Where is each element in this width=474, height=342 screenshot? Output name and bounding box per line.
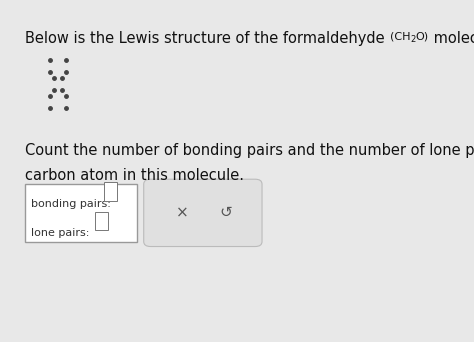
FancyBboxPatch shape	[104, 183, 118, 200]
Text: O): O)	[415, 31, 428, 41]
Text: ×: ×	[175, 205, 188, 220]
Text: 2: 2	[410, 36, 415, 44]
Text: Count the number of bonding pairs and the number of lone pairs around: Count the number of bonding pairs and th…	[26, 143, 474, 158]
Text: lone pairs:: lone pairs:	[31, 228, 93, 238]
Text: (CH: (CH	[390, 31, 410, 41]
Text: carbon atom in this molecule.: carbon atom in this molecule.	[26, 168, 245, 183]
Text: molecule.: molecule.	[428, 31, 474, 47]
Text: Below is the Lewis structure of the formaldehyde: Below is the Lewis structure of the form…	[26, 31, 390, 47]
FancyBboxPatch shape	[144, 179, 262, 247]
FancyBboxPatch shape	[95, 212, 108, 230]
FancyBboxPatch shape	[26, 184, 137, 241]
Text: bonding pairs:: bonding pairs:	[31, 199, 114, 209]
Text: ↺: ↺	[219, 205, 232, 220]
